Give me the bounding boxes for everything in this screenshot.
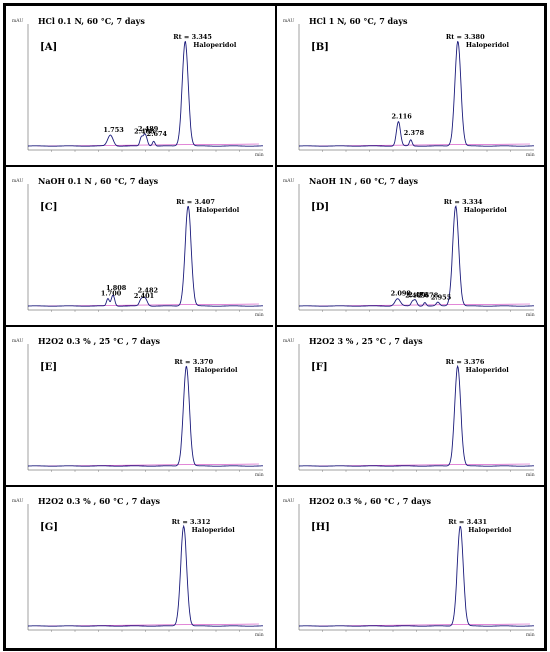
peak-label: 2.482 <box>138 286 158 294</box>
peak-label: 2.678 <box>418 291 439 299</box>
chromatogram-panel-c: mAU min NaOH 0.1 N , 60 °C, 7 days [C] Rt = … <box>6 176 273 327</box>
peak-label: 2.955 <box>431 293 452 301</box>
x-axis-unit: min <box>255 152 264 158</box>
panel-letter: [H] <box>311 522 330 533</box>
peak-label: 2.401 <box>134 292 154 300</box>
chromatogram-panel-e: mAU min H2O2 0.3 % , 25 °C , 7 days [E] Rt =… <box>6 336 273 487</box>
main-peak-name: Haloperidol <box>464 206 508 214</box>
chromatogram-panel-a: mAU min HCl 0.1 N, 60 °C, 7 days [A] Rt = 3.… <box>6 16 273 167</box>
x-axis-unit: min <box>255 472 264 478</box>
main-peak-rt: Rt = 3.407 <box>176 198 215 206</box>
panel-title: HCl 1 N, 60 °C, 7 days <box>309 16 408 26</box>
peak-label: 1.700 <box>101 290 122 298</box>
main-peak-name: Haloperidol <box>194 366 238 374</box>
panel-title: NaOH 0.1 N , 60 °C, 7 days <box>38 176 159 186</box>
x-axis-unit: min <box>526 312 535 318</box>
chromatogram-trace <box>28 365 263 467</box>
chromatogram-trace <box>28 524 263 627</box>
panel-letter: [D] <box>311 202 329 213</box>
figure-frame: mAU min HCl 0.1 N, 60 °C, 7 days [A] Rt = 3.… <box>3 3 547 651</box>
chromatogram-panel-f: mAU min H2O2 3 % , 25 °C , 7 days [F] Rt = 3… <box>277 336 544 487</box>
peak-label: 2.378 <box>404 129 425 137</box>
y-axis-unit: mAU <box>283 498 295 504</box>
panel-title: HCl 0.1 N, 60 °C, 7 days <box>38 16 145 26</box>
main-peak-rt: Rt = 3.334 <box>444 198 483 206</box>
main-peak-rt: Rt = 3.431 <box>448 518 487 526</box>
chromatogram-trace <box>299 40 534 147</box>
y-axis-unit: mAU <box>283 338 295 344</box>
peak-label: 2.489 <box>138 125 159 133</box>
chromatogram-panel-g: mAU min H2O2 0.3 % , 60 °C , 7 days [G] Rt =… <box>12 496 264 638</box>
main-peak-name: Haloperidol <box>466 366 510 374</box>
y-axis-unit: mAU <box>12 338 24 344</box>
y-axis-unit: mAU <box>283 18 295 24</box>
panel-title: H2O2 3 % , 25 °C , 7 days <box>309 336 423 346</box>
chromatogram-panel-b: mAU min HCl 1 N, 60 °C, 7 days [B] Rt = 3.38… <box>277 16 544 167</box>
y-axis-unit: mAU <box>12 178 24 184</box>
main-peak-name: Haloperidol <box>192 526 236 534</box>
panel-letter: [A] <box>40 42 57 53</box>
peak-label: 2.116 <box>391 113 412 121</box>
panel-title: H2O2 0.3 % , 25 °C , 7 days <box>38 336 161 346</box>
main-peak-name: Haloperidol <box>468 526 512 534</box>
main-peak-rt: Rt = 3.376 <box>446 358 485 366</box>
panel-title: NaOH 1N , 60 °C, 7 days <box>309 176 419 186</box>
panel-title: H2O2 0.3 % , 60 °C , 7 days <box>38 496 161 506</box>
peak-label: 2.473 <box>408 291 429 299</box>
chromatogram-panel-d: mAU min NaOH 1N , 60 °C, 7 days [D] Rt = 3.3… <box>277 176 544 327</box>
y-axis-unit: mAU <box>283 178 295 184</box>
main-peak-rt: Rt = 3.312 <box>172 518 211 526</box>
x-axis-unit: min <box>526 632 535 638</box>
peak-label: 2.098 <box>391 290 412 298</box>
panel-title: H2O2 0.3 % , 60 °C , 7 days <box>309 496 432 506</box>
chromatogram-trace <box>28 205 263 307</box>
main-peak-name: Haloperidol <box>196 206 240 214</box>
peak-label: 2.674 <box>147 130 168 138</box>
main-peak-name: Haloperidol <box>466 41 510 49</box>
panel-letter: [F] <box>311 362 328 373</box>
x-axis-unit: min <box>255 632 264 638</box>
column-divider <box>275 6 277 648</box>
chromatogram-trace <box>299 205 534 307</box>
chromatogram-trace <box>299 364 534 467</box>
panel-letter: [B] <box>311 42 329 53</box>
main-peak-rt: Rt = 3.380 <box>446 33 485 41</box>
main-peak-rt: Rt = 3.345 <box>173 33 212 41</box>
chromatogram-trace <box>28 40 263 147</box>
x-axis-unit: min <box>526 152 535 158</box>
panel-letter: [C] <box>40 202 57 213</box>
chromatogram-grid: mAU min HCl 0.1 N, 60 °C, 7 days [A] Rt = 3.… <box>6 16 544 638</box>
panel-letter: [E] <box>40 362 57 373</box>
x-axis-unit: min <box>526 472 535 478</box>
peak-label: 1.753 <box>103 126 124 134</box>
chromatogram-panel-h: mAU min H2O2 0.3 % , 60 °C , 7 days [H] Rt =… <box>283 496 535 638</box>
y-axis-unit: mAU <box>12 498 24 504</box>
peak-label: 1.808 <box>106 284 127 292</box>
panel-letter: [G] <box>40 522 58 533</box>
x-axis-unit: min <box>255 312 264 318</box>
y-axis-unit: mAU <box>12 18 24 24</box>
peak-label: 2.409 <box>405 291 426 299</box>
main-peak-name: Haloperidol <box>193 41 237 49</box>
chromatogram-trace <box>299 525 534 627</box>
peak-label: 2.408 <box>134 128 155 136</box>
main-peak-rt: Rt = 3.370 <box>174 358 213 366</box>
